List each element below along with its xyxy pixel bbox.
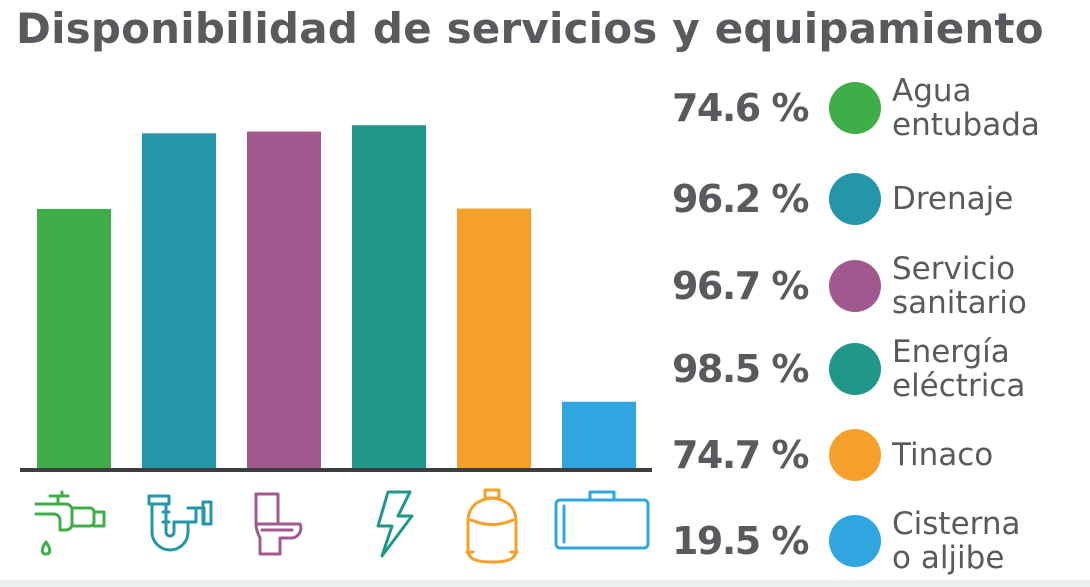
legend-swatch [829, 515, 881, 567]
legend-value: 96.7 % [671, 264, 810, 308]
lightning-bolt-icon [376, 490, 414, 558]
bar-4 [457, 208, 531, 471]
legend-label: Drenaje [892, 182, 1088, 216]
legend-item: 19.5 % Cisterna o aljibe [660, 501, 1090, 581]
legend-swatch [829, 343, 881, 395]
legend-swatch [829, 260, 881, 312]
legend-value: 74.6 % [671, 86, 810, 130]
bottom-strip [0, 580, 1090, 587]
water-tank-icon [465, 488, 519, 564]
bar-1 [142, 133, 216, 471]
legend-swatch [829, 429, 881, 481]
legend-label-line: Cisterna [892, 506, 1021, 542]
legend-swatch [829, 82, 881, 134]
legend-label-line: entubada [892, 107, 1040, 143]
legend-label: Agua entubada [892, 74, 1088, 142]
legend-swatch [829, 173, 881, 225]
legend-label-line: Tinaco [892, 437, 994, 473]
toilet-icon [254, 492, 303, 556]
legend-label-line: Agua [892, 73, 972, 109]
cistern-icon [554, 490, 650, 550]
legend-label-line: Servicio [892, 251, 1016, 287]
chart-title: Disponibilidad de servicios y equipamien… [16, 4, 1044, 53]
bar-5 [562, 401, 636, 470]
legend-item: 74.7 % Tinaco [660, 415, 1090, 495]
bar-chart [20, 125, 652, 564]
bar-0 [37, 208, 111, 470]
legend-label-line: eléctrica [892, 368, 1026, 404]
legend-label: Cisterna o aljibe [892, 507, 1088, 575]
legend-value: 74.7 % [671, 433, 810, 477]
legend-label-line: Drenaje [892, 181, 1014, 217]
legend-label-line: o aljibe [892, 540, 1005, 576]
legend-label: Energía eléctrica [892, 335, 1088, 403]
faucet-icon [34, 490, 106, 556]
legend-item: 96.7 % Servicio sanitario [660, 246, 1090, 326]
legend-item: 96.2 % Drenaje [660, 159, 1090, 239]
legend-value: 96.2 % [671, 177, 810, 221]
legend-value: 19.5 % [671, 519, 810, 563]
legend-label-line: Energía [892, 334, 1010, 370]
legend-item: 74.6 % Agua entubada [660, 68, 1090, 148]
legend-value: 98.5 % [671, 347, 810, 391]
legend-label-line: sanitario [892, 285, 1027, 321]
legend-label: Servicio sanitario [892, 252, 1088, 320]
legend-label: Tinaco [892, 438, 1088, 472]
bar-3 [352, 125, 426, 470]
bar-2 [247, 131, 321, 471]
legend-item: 98.5 % Energía eléctrica [660, 329, 1090, 409]
legend: 74.6 % Agua entubada 96.2 % Drenaje 96.7 % Ser… [660, 0, 1090, 587]
drain-pipe-icon [147, 494, 213, 552]
